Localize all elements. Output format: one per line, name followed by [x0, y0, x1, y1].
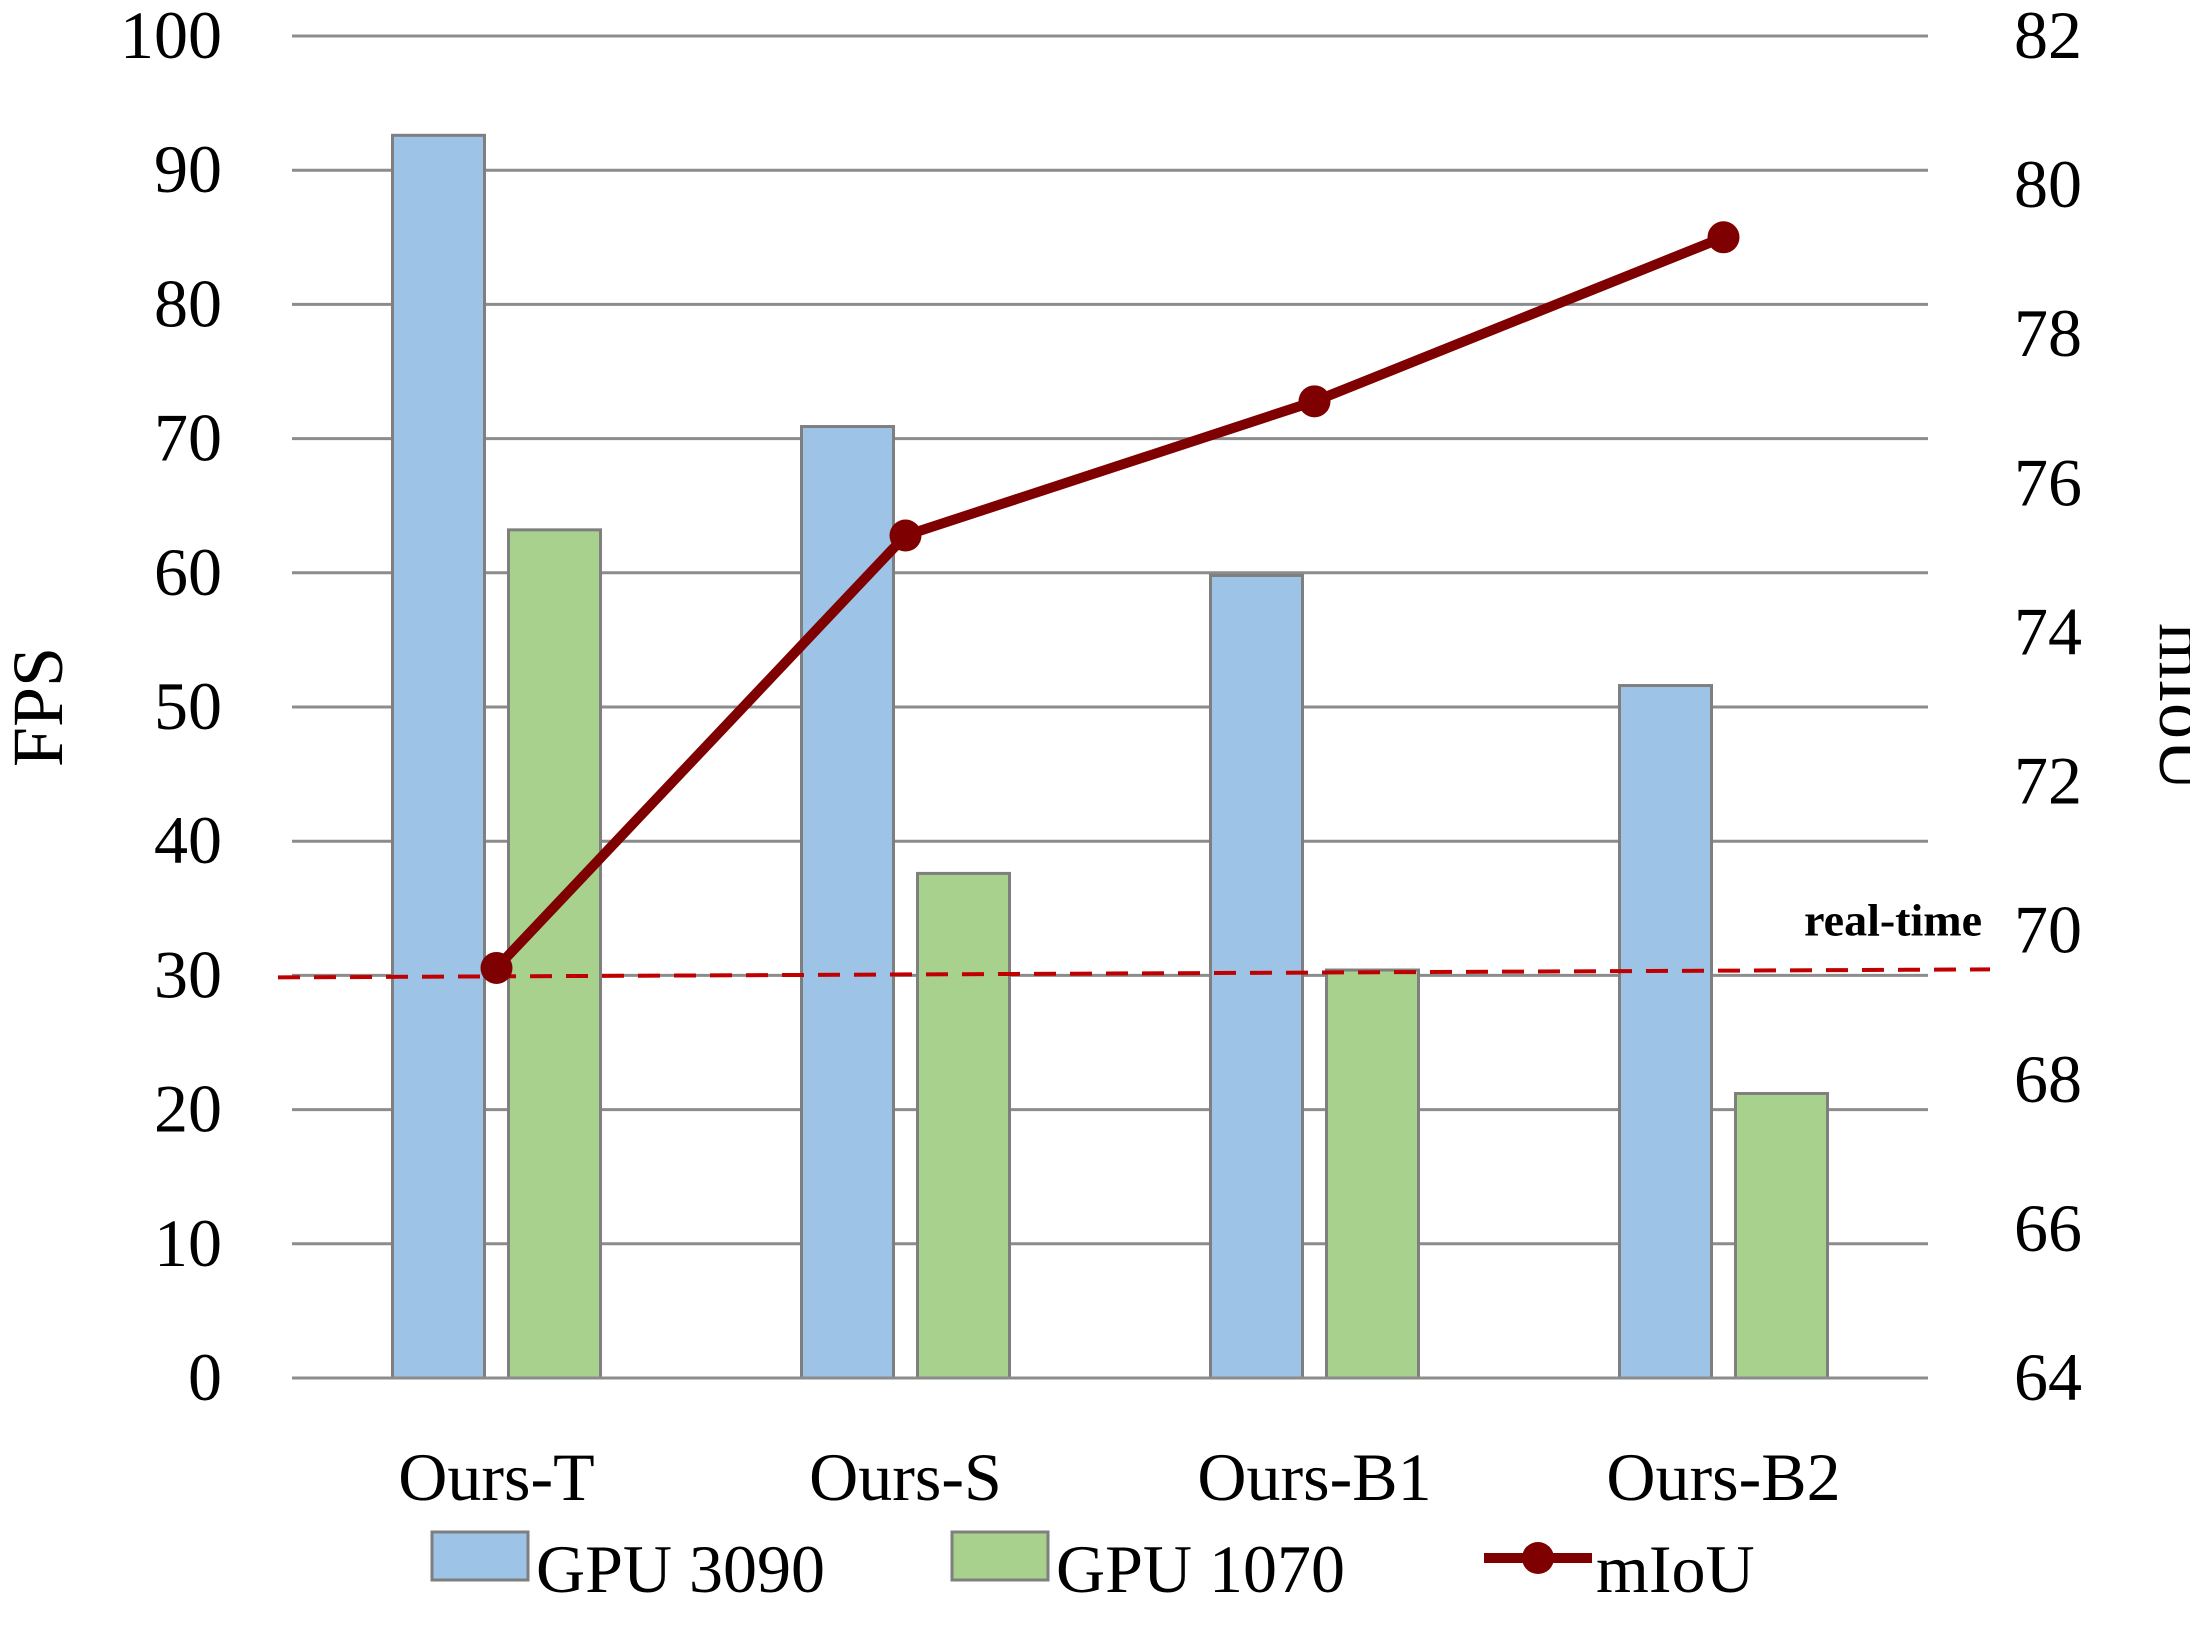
- y2-tick-label: 66: [2014, 1190, 2082, 1266]
- x-tick-label: Ours-T: [398, 1439, 594, 1515]
- bar-gpu-3090: [1209, 573, 1304, 1380]
- bar-gpu-1070: [916, 871, 1011, 1380]
- miou-line-series: [480, 221, 1740, 984]
- legend-label: mIoU: [1596, 1531, 1755, 1607]
- miou-point: [1707, 221, 1740, 254]
- y2-tick-label: 80: [2014, 146, 2082, 222]
- bar-gpu-3090: [800, 425, 895, 1380]
- legend-marker: [1522, 1542, 1554, 1574]
- bar-gpu-1070: [1325, 968, 1420, 1380]
- y2-tick-label: 74: [2014, 593, 2082, 669]
- x-tick-label: Ours-S: [809, 1439, 1002, 1515]
- bar-gpu-1070: [1734, 1091, 1829, 1380]
- miou-point: [480, 951, 513, 984]
- x-tick-label: Ours-B1: [1197, 1439, 1431, 1515]
- y2-tick-label: 82: [2014, 0, 2082, 73]
- y-tick-label: 50: [154, 668, 222, 744]
- y2-tick-label: 64: [2014, 1339, 2082, 1415]
- legend-swatch: [950, 1530, 1050, 1582]
- y-tick-label: 0: [188, 1339, 222, 1415]
- bar-gpu-3090: [1618, 684, 1713, 1380]
- miou-line: [492, 232, 1726, 972]
- legend-label: GPU 3090: [536, 1531, 825, 1607]
- y2-tick-label: 68: [2014, 1041, 2082, 1117]
- x-tick-label: Ours-B2: [1606, 1439, 1840, 1515]
- y2-tick-label: 70: [2014, 892, 2082, 968]
- legend: GPU 3090 GPU 1070 mIoU: [430, 1530, 1755, 1607]
- tick-labels: 0 10 20 30 40 50 60 70 80 90 100 64 66 68 70 72 74 76 78 80…: [120, 0, 2082, 1515]
- y-tick-label: 10: [154, 1205, 222, 1281]
- y2-axis-title: mIoU: [2144, 623, 2190, 791]
- y2-tick-label: 76: [2014, 444, 2082, 520]
- realtime-threshold: real-time: [277, 894, 1991, 980]
- y-tick-label: 100: [120, 0, 222, 73]
- y2-tick-label: 78: [2014, 295, 2082, 371]
- miou-point: [1298, 385, 1331, 418]
- y-tick-label: 40: [154, 802, 222, 878]
- y-tick-label: 70: [154, 400, 222, 476]
- y2-tick-label: 72: [2014, 743, 2082, 819]
- y-tick-label: 80: [154, 265, 222, 341]
- y-tick-label: 20: [154, 1071, 222, 1147]
- bars: [292, 133, 1928, 1380]
- y-axis-title: FPS: [0, 647, 78, 767]
- y-tick-label: 90: [154, 131, 222, 207]
- y-tick-label: 30: [154, 936, 222, 1012]
- bar-gpu-3090: [391, 133, 486, 1380]
- legend-label: GPU 1070: [1056, 1531, 1345, 1607]
- realtime-label: real-time: [1804, 894, 1982, 945]
- y-tick-label: 60: [154, 534, 222, 610]
- miou-point: [889, 519, 922, 552]
- bar-gpu-1070: [507, 528, 602, 1380]
- legend-swatch: [430, 1530, 530, 1582]
